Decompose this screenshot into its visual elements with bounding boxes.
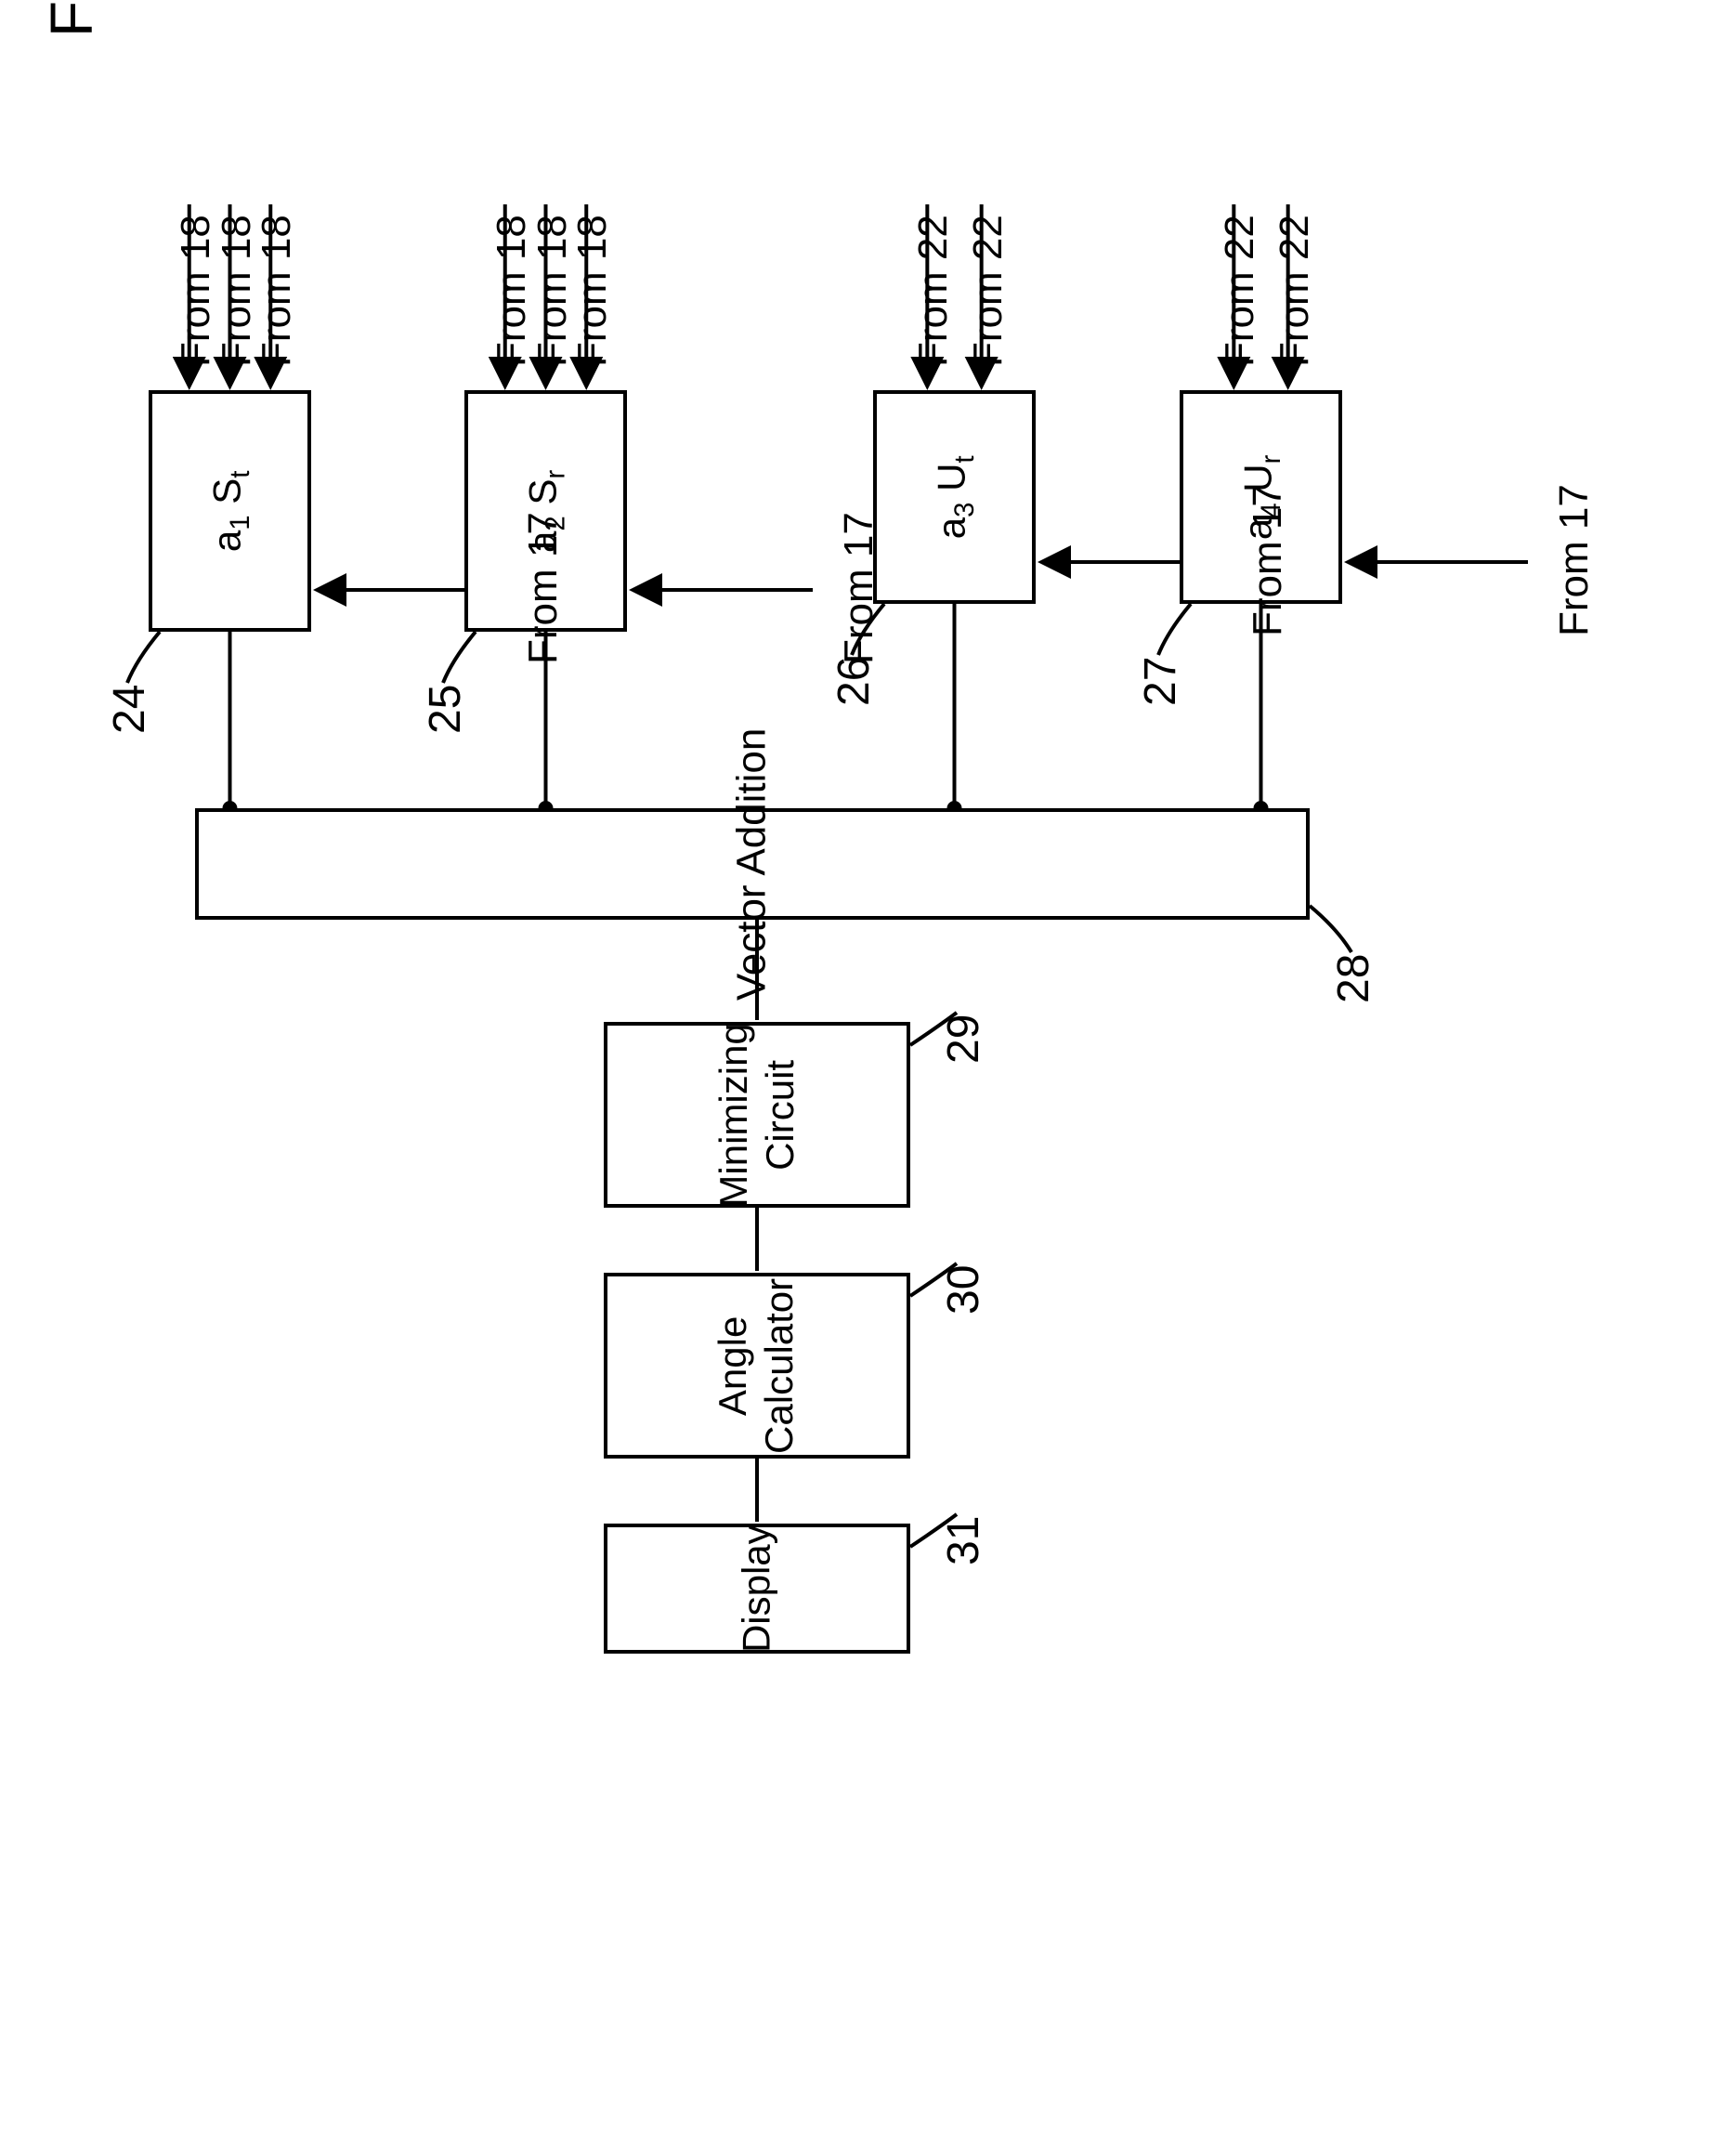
- input-label: From 18: [214, 215, 260, 367]
- block-a1-st: a1 St: [149, 390, 311, 632]
- input-label: From 17: [836, 512, 882, 664]
- block-id-label: 30: [938, 1265, 989, 1315]
- block-angle-calculator: AngleCalculator: [604, 1273, 910, 1459]
- block-id-label: 31: [938, 1516, 989, 1565]
- input-label: From 22: [910, 215, 957, 367]
- input-label: From 18: [569, 215, 616, 367]
- input-label: From 22: [1272, 215, 1318, 367]
- figure-label: Fig. 2: [37, 0, 106, 37]
- input-label: From 22: [1217, 215, 1263, 367]
- block-diagram: a1 St a2 Sr a3 Ut a4 Ur Vector Addition …: [37, 37, 1699, 2109]
- input-label: From 22: [965, 215, 1012, 367]
- input-label: From 18: [489, 215, 535, 367]
- block-vector-addition: Vector Addition: [195, 808, 1310, 920]
- input-label: From 17: [1551, 484, 1598, 636]
- block-id-label: 26: [829, 657, 880, 706]
- block-id-label: 29: [938, 1014, 989, 1064]
- block-id-label: 28: [1328, 954, 1379, 1003]
- block-id-label: 27: [1135, 657, 1186, 706]
- block-id-label: 25: [420, 685, 471, 734]
- input-label: From 18: [254, 215, 300, 367]
- input-label: From 17: [520, 512, 567, 664]
- input-label: From 18: [173, 215, 219, 367]
- input-label: From 18: [529, 215, 576, 367]
- block-minimizing-circuit: MinimizingCircuit: [604, 1022, 910, 1208]
- block-display: Display: [604, 1524, 910, 1654]
- block-a3-ut: a3 Ut: [873, 390, 1036, 604]
- block-id-label: 24: [104, 685, 155, 734]
- input-label: From 17: [1245, 484, 1291, 636]
